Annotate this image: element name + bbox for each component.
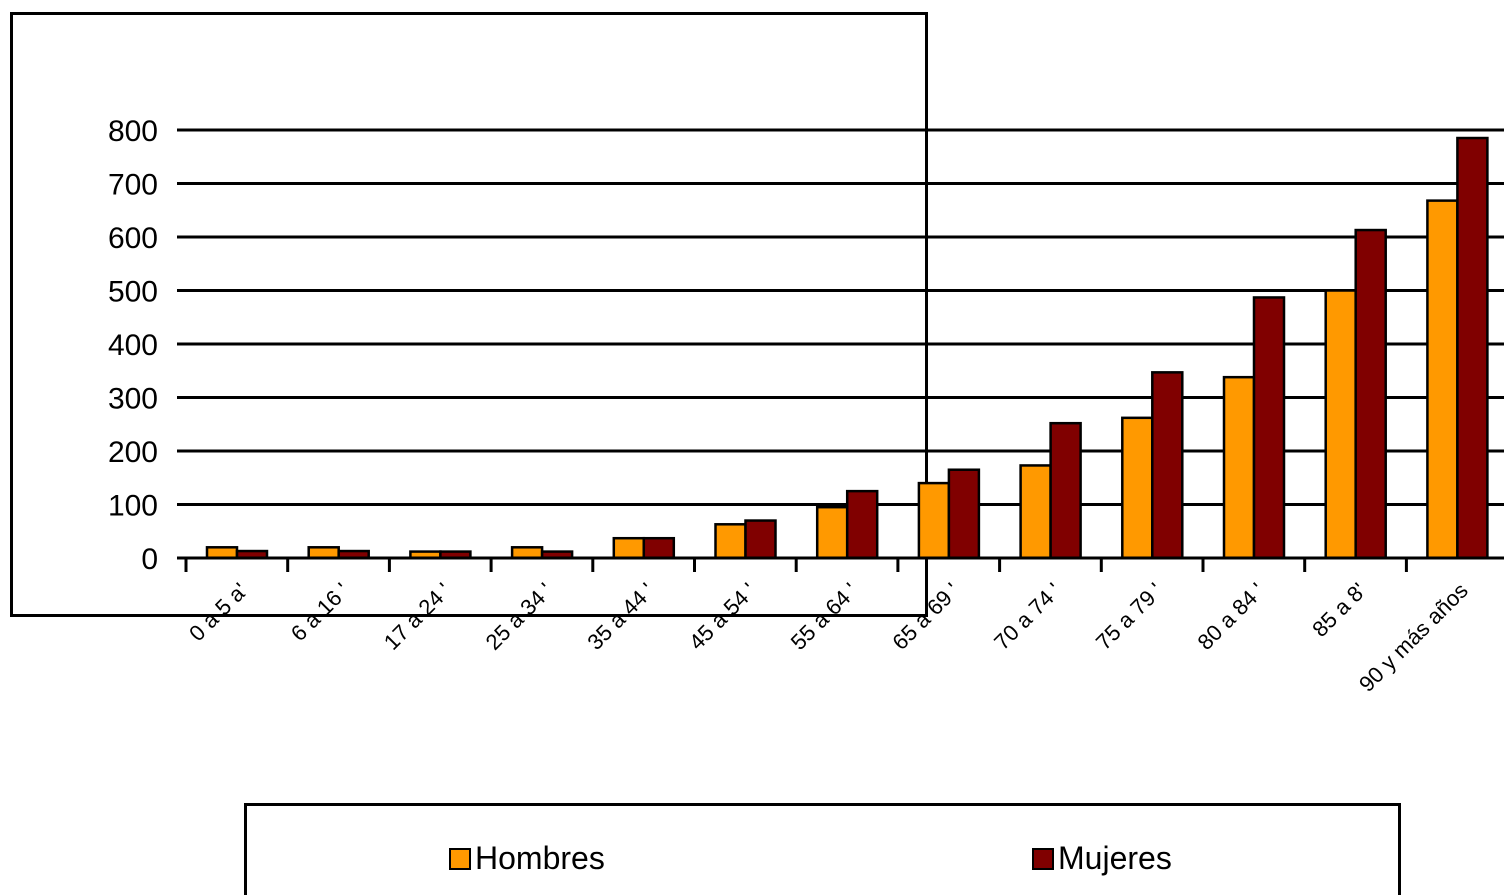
- bar-mujeres: [642, 536, 676, 560]
- y-tick-label: 0: [141, 543, 158, 576]
- y-tick-label: 500: [108, 276, 158, 309]
- y-tick-label: 100: [108, 490, 158, 523]
- legend-label-hombres: Hombres: [475, 840, 605, 876]
- bar-mujeres: [1151, 371, 1184, 560]
- bar-hombres: [714, 523, 747, 560]
- y-tick-label: 200: [108, 436, 158, 469]
- bar-hombres: [1426, 199, 1459, 560]
- bar-hombres: [917, 481, 951, 560]
- x-tick-label: 35 a 44 ': [582, 578, 659, 655]
- bar-hombres: [1019, 464, 1052, 560]
- x-tick-labels: 0 a 5 a' 6 a 16 ' 17 a 24 ' 25 a 34 ' 35 a 4…: [184, 578, 1473, 697]
- x-tick-label: 45 a 54 ': [684, 578, 761, 655]
- legend-item-hombres: Hombres: [449, 840, 605, 877]
- bar-mujeres: [1252, 296, 1286, 560]
- legend-swatch-mujeres: [1032, 847, 1054, 870]
- x-tick-label: 85 a 8': [1307, 578, 1371, 642]
- x-tick-label: 90 y más años: [1354, 578, 1473, 697]
- x-tick-label: 70 a 74 ': [989, 578, 1066, 655]
- bar-mujeres: [1354, 228, 1387, 560]
- bar-hombres: [1222, 375, 1256, 560]
- x-axis: [184, 556, 1504, 572]
- bar-mujeres: [947, 468, 981, 560]
- bar-hombres: [612, 536, 646, 560]
- bar-chart: 0 100 200 300 400 500 600 700 800 0 a 5 a' 6 a 16…: [108, 115, 1504, 697]
- bar-mujeres: [1049, 421, 1082, 560]
- bar-hombres: [1324, 289, 1357, 560]
- bar-hombres: [510, 546, 544, 560]
- y-tick-label: 800: [108, 115, 158, 148]
- y-tick-label: 400: [108, 329, 158, 362]
- x-tick-label: 65 a 69 ': [887, 578, 964, 655]
- x-tick-label: 75 a 79 ': [1091, 578, 1168, 655]
- bar-hombres: [307, 546, 340, 560]
- bar-hombres: [1121, 416, 1154, 560]
- legend: Hombres Mujeres: [244, 803, 1401, 895]
- y-tick-label: 300: [108, 383, 158, 416]
- gridlines: [177, 128, 1504, 560]
- x-tick-label: 55 a 64 ': [786, 578, 863, 655]
- y-tick-label: 600: [108, 222, 158, 255]
- bar-hombres: [205, 546, 239, 560]
- y-tick-label: 700: [108, 169, 158, 202]
- x-tick-label: 6 a 16 ': [286, 578, 354, 646]
- y-tick-labels: 0 100 200 300 400 500 600 700 800: [108, 115, 158, 576]
- x-tick-label: 0 a 5 a': [184, 578, 252, 646]
- bars: [205, 136, 1489, 560]
- bar-mujeres: [744, 519, 777, 560]
- legend-item-mujeres: Mujeres: [1032, 840, 1172, 877]
- bar-mujeres: [1456, 136, 1489, 560]
- bar-mujeres: [845, 489, 879, 560]
- x-tick-label: 80 a 84 ': [1193, 578, 1270, 655]
- legend-label-mujeres: Mujeres: [1058, 840, 1172, 876]
- x-tick-label: 17 a 24 ': [379, 578, 456, 655]
- bar-hombres: [815, 505, 849, 560]
- x-tick-label: 25 a 34 ': [481, 578, 558, 655]
- legend-swatch-hombres: [449, 847, 471, 870]
